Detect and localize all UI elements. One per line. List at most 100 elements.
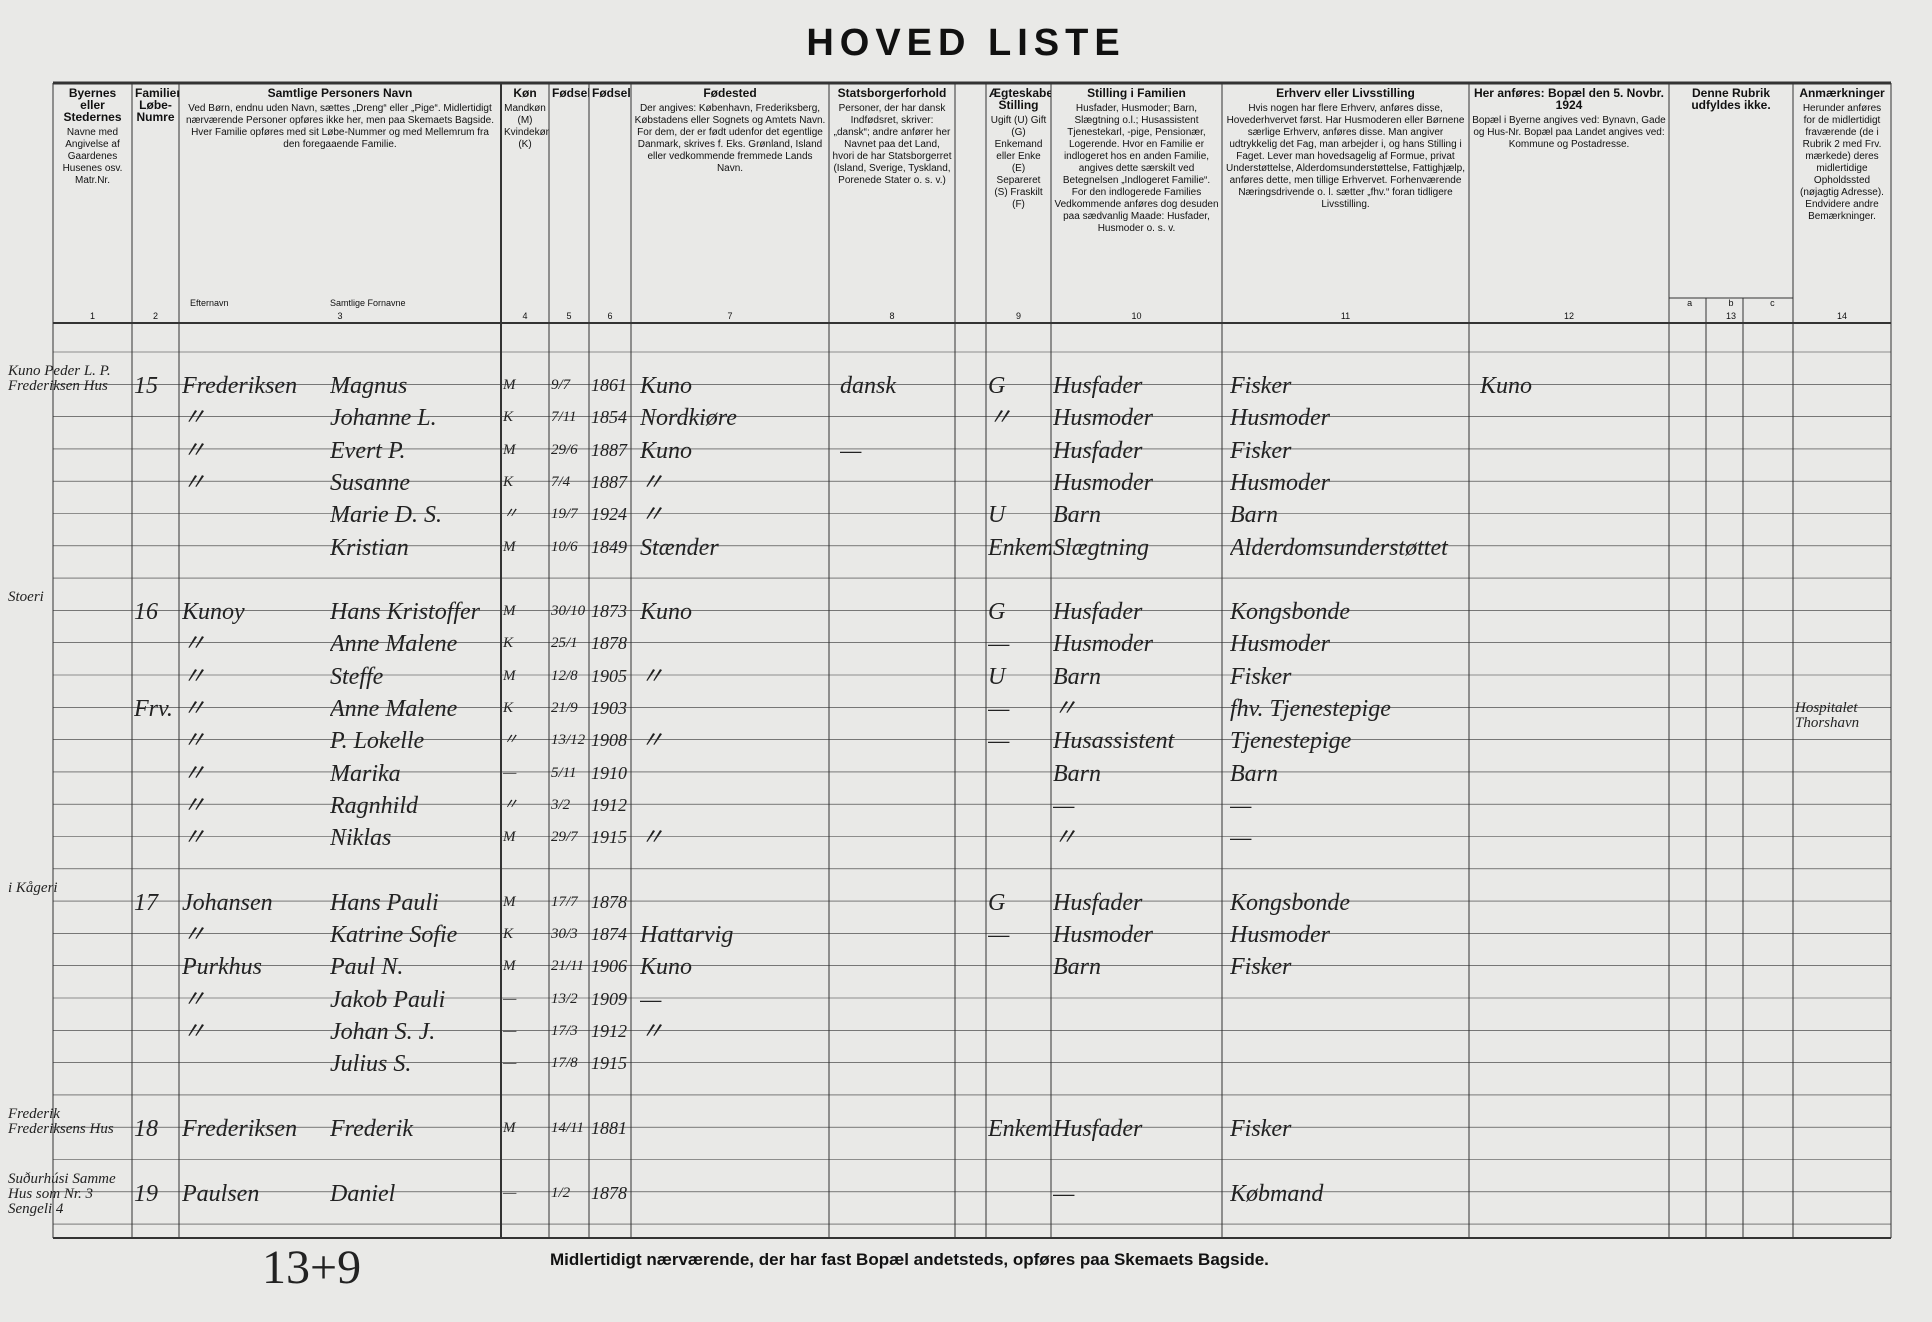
cell-day: 5/11 xyxy=(551,764,577,781)
column-text: Husfader, Husmoder; Barn, Slægtning o.l.… xyxy=(1054,103,1219,234)
cell-year: 1854 xyxy=(591,407,627,428)
column-heading: Erhverv eller Livsstilling xyxy=(1276,86,1415,100)
cell-marital: G xyxy=(988,889,1006,916)
cell-mark: Frv. xyxy=(134,696,173,722)
cell-position: Husmoder xyxy=(1053,405,1153,432)
cell-surname: 〃 xyxy=(182,792,206,819)
cell-occupation: Husmoder xyxy=(1230,405,1330,432)
cell-sex: M xyxy=(503,667,516,684)
cell-sex: M xyxy=(503,893,516,910)
column-text: Ved Børn, endnu uden Navn, sættes „Dreng… xyxy=(186,103,494,150)
cell-given: Hans Pauli xyxy=(330,889,439,916)
cell-citizenship: — xyxy=(840,437,862,464)
cell-year: 1878 xyxy=(591,1182,627,1203)
column-text: Ugift (U) Gift (G) Enkemand eller Enke (… xyxy=(990,115,1047,210)
column-text: Personer, der har dansk Indfødsret, skri… xyxy=(832,103,952,186)
column-subheading: Samtlige Fornavne xyxy=(330,298,406,308)
cell-day: 17/3 xyxy=(551,1023,578,1039)
family-number: 19 xyxy=(134,1180,158,1207)
cell-occupation: fhv. Tjenestepige xyxy=(1230,696,1391,722)
cell-position: 〃 xyxy=(1053,825,1077,852)
column-heading: Ægteskabelig Stilling xyxy=(989,86,1051,112)
column-heading: Statsborgerforhold xyxy=(837,86,947,100)
cell-residence: Kuno xyxy=(1480,373,1533,399)
cell-year: 1924 xyxy=(591,504,627,525)
cell-day: 12/8 xyxy=(551,667,578,684)
cell-marital: G xyxy=(988,599,1006,626)
family-number: 17 xyxy=(134,889,158,916)
cell-position: Husfader xyxy=(1053,599,1143,626)
cell-sex: — xyxy=(503,1184,517,1201)
column-text: Bopæl i Byerne angives ved: Bynavn, Gade… xyxy=(1472,115,1666,150)
cell-position: Slægtning xyxy=(1053,534,1150,561)
title: HOVED LISTE xyxy=(806,22,1126,64)
cell-year: 1912 xyxy=(591,794,627,815)
cell-position: Husfader xyxy=(1053,373,1143,399)
place: Stoeri xyxy=(8,589,44,606)
cell-year: 1881 xyxy=(591,1117,627,1138)
cell-year: 1874 xyxy=(591,924,627,945)
cell-position: Husmoder xyxy=(1053,631,1153,658)
cell-occupation: — xyxy=(1230,792,1252,819)
cell-day: 10/6 xyxy=(551,538,578,555)
cell-given: Marika xyxy=(330,760,401,787)
place: Frederik Frederiksens Hus xyxy=(8,1105,114,1137)
tally: 13+9 xyxy=(262,1241,362,1294)
cell-position: — xyxy=(1053,792,1075,819)
column-text: Navne med Angivelse af Gaardenes Husenes… xyxy=(62,127,123,186)
cell-position: Husfader xyxy=(1053,889,1143,916)
column-header: Samtlige Personers Navn Ved Børn, endnu u… xyxy=(179,83,501,296)
cell-given: Paul N. xyxy=(330,954,404,981)
column-heading: Stilling i Familien xyxy=(1087,86,1186,100)
cell-surname: 〃 xyxy=(182,825,206,852)
cell-sex: K xyxy=(503,926,514,943)
column-heading: Fødselsaar xyxy=(592,86,631,100)
cell-given: Daniel xyxy=(330,1180,396,1207)
column-text: Hvis nogen har flere Erhverv, anføres di… xyxy=(1226,103,1465,210)
cell-day: 21/11 xyxy=(551,958,585,975)
cell-day: 7/11 xyxy=(551,409,577,426)
column-heading: Anmærkninger xyxy=(1799,86,1885,100)
column-heading: Byernes eller Stedernes xyxy=(63,86,122,124)
column-heading: Denne Rubrik udfyldes ikke. xyxy=(1691,86,1771,112)
cell-surname: 〃 xyxy=(182,922,206,949)
cell-birthplace: 〃 xyxy=(640,1019,664,1045)
cell-sex: K xyxy=(503,409,514,426)
cell-given: Marie D. S. xyxy=(330,502,442,529)
cell-sex: M xyxy=(503,958,516,975)
cell-day: 13/12 xyxy=(551,732,586,749)
cell-position: 〃 xyxy=(1053,696,1077,722)
cell-year: 1909 xyxy=(591,988,627,1009)
cell-occupation: — xyxy=(1230,825,1252,852)
cell-position: Husmoder xyxy=(1053,922,1153,949)
cell-birthplace: Stænder xyxy=(640,534,719,561)
cell-year: 1873 xyxy=(591,601,627,622)
cell-given: Frederik xyxy=(330,1115,414,1142)
cell-birthplace: 〃 xyxy=(640,502,664,529)
cell-occupation: Husmoder xyxy=(1230,631,1330,658)
cell-position: Husmoder xyxy=(1053,469,1153,496)
cell-given: Susanne xyxy=(330,469,410,496)
cell-sex: — xyxy=(503,764,517,781)
cell-occupation: Fisker xyxy=(1230,663,1292,690)
cell-year: 1905 xyxy=(591,665,627,686)
column-subheading: c xyxy=(1770,298,1775,308)
column-number: 11 xyxy=(1340,311,1351,321)
column-header: Familiernes Løbe-Numre xyxy=(132,83,179,310)
cell-sex: K xyxy=(503,473,514,490)
cell-position: Barn xyxy=(1053,663,1101,690)
cell-sex: M xyxy=(503,538,516,555)
family-number: 16 xyxy=(134,599,158,626)
cell-occupation: Tjenestepige xyxy=(1230,728,1352,755)
cell-occupation: Husmoder xyxy=(1230,922,1330,949)
column-heading: Køn xyxy=(513,86,537,100)
cell-given: Anne Malene xyxy=(330,696,458,722)
cell-day: 21/9 xyxy=(551,700,578,716)
cell-year: 1861 xyxy=(591,375,627,395)
column-text: Der angives: København, Frederiksberg, K… xyxy=(634,103,826,174)
column-subheading: Efternavn xyxy=(190,298,229,308)
cell-marital: — xyxy=(988,696,1010,722)
cell-day: 17/8 xyxy=(551,1055,578,1072)
